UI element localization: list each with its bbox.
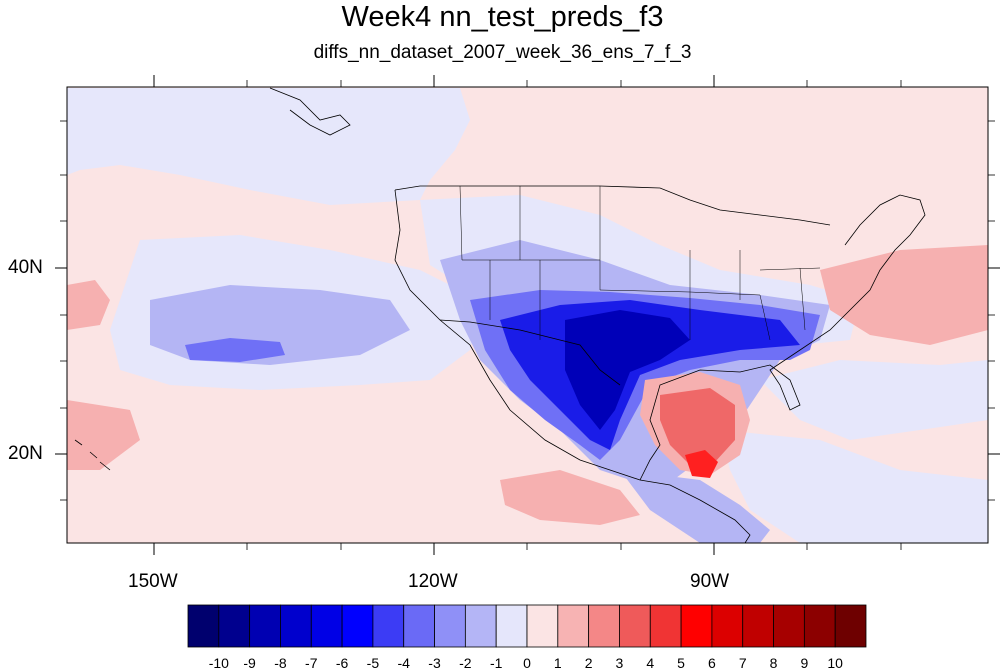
map-title: Week4 nn_test_preds_f3 (341, 1, 664, 33)
colorbar-tick-label: 10 (827, 655, 843, 671)
map-subtitle: diffs_nn_dataset_2007_week_36_ens_7_f_3 (313, 42, 692, 63)
colorbar-tick-label: -7 (305, 655, 318, 671)
colorbar-tick-label: -8 (274, 655, 287, 671)
colorbar-tick-label: -1 (489, 655, 503, 671)
colorbar-swatch (280, 604, 312, 648)
colorbar-tick-label: 5 (677, 655, 685, 671)
deep-negative-core (565, 310, 690, 430)
colorbar-swatch (372, 604, 405, 648)
colorbar-tick-label: 3 (615, 655, 624, 671)
lon-label-120w: 120W (408, 571, 458, 592)
strong-positive-region-yucatan (685, 450, 718, 478)
colorbar-swatch (310, 604, 343, 648)
colorbar-swatch (434, 604, 466, 648)
anomaly-field (67, 87, 988, 543)
mid-negative-region-pacific (185, 338, 285, 362)
weak-negative-region-gulf-stream (760, 360, 988, 440)
colorbar-tick-label: -6 (335, 655, 349, 671)
mid-positive-region-gulf (660, 388, 735, 465)
colorbar-swatch (341, 604, 374, 648)
north-america-coastline (269, 87, 926, 543)
colorbar-tick-label: -10 (208, 655, 229, 671)
colorbar-swatch (249, 604, 281, 648)
colorbar-swatch (526, 604, 559, 648)
colorbar-tick-label: -5 (366, 655, 380, 671)
light-positive-region-pacific-west (67, 280, 110, 330)
light-positive-region-pacific-south (500, 470, 640, 525)
colorbar-tick-label: 6 (708, 655, 716, 671)
colorbar-tick-label: 9 (800, 655, 809, 671)
lat-label-20n: 20N (8, 443, 43, 464)
light-positive-region-southwest-corner (67, 400, 140, 470)
weak-negative-region-caribbean (720, 430, 988, 543)
colorbar-tick-label: -9 (243, 655, 256, 671)
coastlines (74, 87, 926, 543)
axis-ticks (55, 75, 1000, 555)
minor-ticks (60, 80, 995, 550)
colorbar-swatch (803, 604, 836, 648)
hawaii-islands (74, 439, 111, 471)
colorbar-swatch (495, 604, 528, 648)
colorbar-swatch (834, 604, 867, 648)
colorbar-swatch (711, 604, 744, 648)
colorbar-tick-label: 1 (553, 655, 562, 671)
colorbar-tick-label: 2 (584, 655, 593, 671)
colorbar-tick-label: -3 (428, 655, 441, 671)
state-borders (459, 185, 821, 341)
colorbar-swatch (742, 604, 774, 648)
colorbar-swatch (557, 604, 590, 648)
colorbar-tick-label: 4 (646, 655, 655, 671)
us-mexico-border (439, 319, 621, 386)
us-canada-border (394, 185, 831, 226)
colorbar-tick-label: -2 (459, 655, 472, 671)
colorbar-swatch (403, 604, 435, 648)
colorbar-swatch (464, 604, 497, 648)
light-positive-region-atlantic (820, 245, 988, 345)
colorbar-tick-label: 0 (523, 655, 531, 671)
colorbar-swatch (218, 604, 251, 648)
lat-label-40n: 40N (8, 257, 43, 278)
colorbar (187, 604, 867, 648)
lon-label-90w: 90W (690, 571, 730, 592)
colorbar-tick-label: 8 (769, 655, 778, 671)
colorbar-swatch (773, 604, 805, 648)
light-negative-region-central-america (620, 470, 770, 543)
lon-label-150w: 150W (128, 571, 178, 592)
colorbar-swatch (187, 604, 220, 648)
colorbar-swatch (619, 604, 651, 648)
colorbar-swatch (680, 604, 713, 648)
weak-negative-region-northwest (67, 88, 470, 205)
colorbar-swatch (588, 604, 620, 648)
colorbar-tick-label: -4 (397, 655, 410, 671)
colorbar-tick-label: 7 (738, 655, 747, 671)
colorbar-swatch (649, 604, 682, 648)
